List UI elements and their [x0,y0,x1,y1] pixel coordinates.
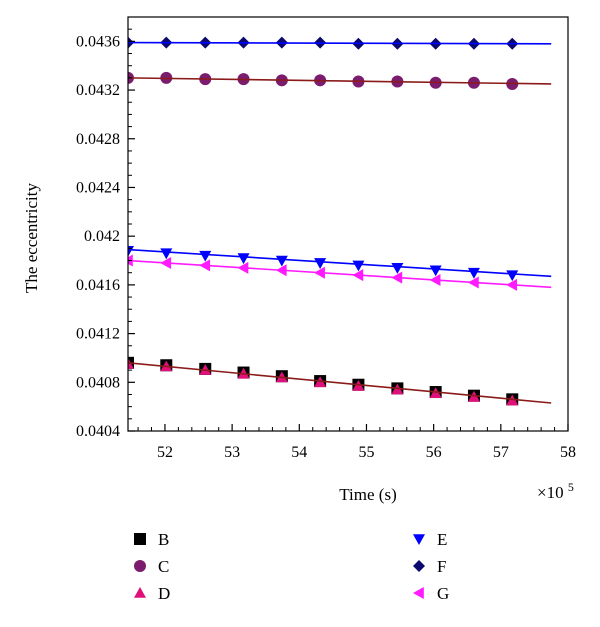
legend-marker-G [413,587,424,599]
fit-line-B [128,362,552,404]
y-tick-label: 0.0428 [76,131,120,148]
fit-line-E [128,248,552,278]
y-tick-label: 0.0408 [76,374,120,391]
legend-marker-E [413,534,425,545]
legend-marker-D [134,587,146,598]
legend-label-C: C [158,557,169,576]
fit-line-G [128,259,552,289]
y-tick-label: 0.0432 [76,82,120,99]
legend-item-F: F [413,557,446,576]
axes: 0.0404 0.0408 0.0412 0.0416 0.042 0.0424 0.042… [76,16,576,461]
y-tick-label: 0.0416 [76,277,120,294]
x-tick-label: 53 [224,444,240,461]
legend: BCD EFG [134,530,449,603]
x-axis-multiplier-base: ×10 [537,483,564,502]
legend-item-C: C [134,557,169,576]
y-tick-label: 0.0412 [76,326,120,343]
legend-label-B: B [158,530,169,549]
fit-line-C [128,77,552,85]
legend-item-G: G [413,584,449,603]
legend-item-B: B [134,530,169,549]
x-tick-label: 55 [358,444,374,461]
y-tick-label: 0.0404 [76,423,120,440]
x-tick-label: 52 [157,444,173,461]
x-tick-label: 58 [560,444,576,461]
legend-label-E: E [437,530,447,549]
x-axis-multiplier-exponent: 5 [568,480,574,494]
legend-label-D: D [158,584,170,603]
legend-label-G: G [437,584,449,603]
fit-line-F [128,41,552,45]
x-tick-label: 57 [493,444,509,461]
plot-clip-group [128,36,552,406]
legend-marker-B [134,533,146,545]
x-tick-label: 56 [426,444,442,461]
legend-item-E: E [413,530,447,549]
y-axis-title: The eccentricity [22,183,41,293]
y-tick-label: 0.0436 [76,33,120,50]
y-tick-label: 0.0424 [76,179,120,196]
x-tick-label: 54 [291,444,307,461]
legend-label-F: F [437,557,446,576]
legend-item-D: D [134,584,170,603]
plot-area [128,36,552,406]
x-axis-title: Time (s) [339,485,396,504]
y-tick-label: 0.042 [84,228,120,245]
legend-marker-F [413,560,425,572]
x-axis-multiplier: ×10 5 [537,480,574,502]
legend-marker-C [134,560,146,572]
